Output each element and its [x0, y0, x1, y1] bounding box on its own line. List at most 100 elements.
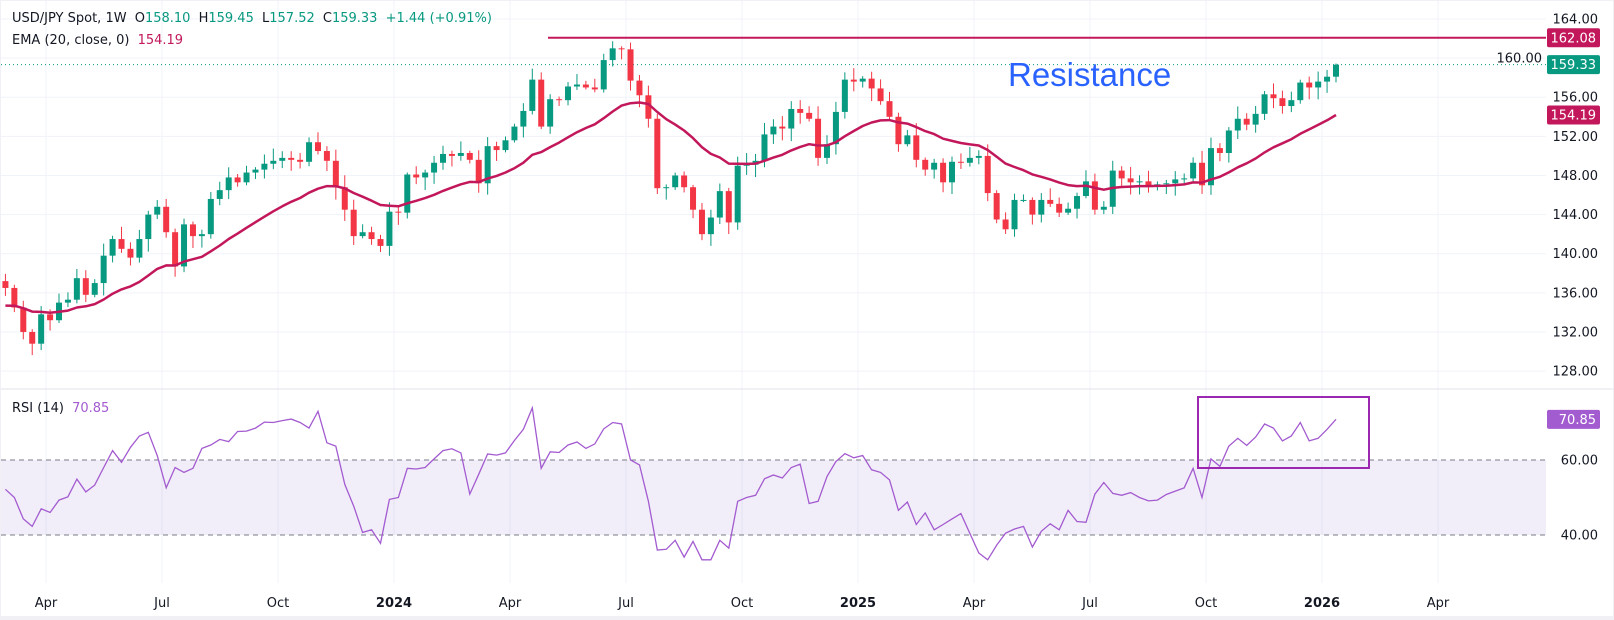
- time-tick-label: Oct: [1195, 596, 1217, 611]
- candle-down: [314, 142, 321, 152]
- candle-down: [913, 135, 920, 160]
- candle-up: [404, 174, 411, 213]
- candle-up: [440, 153, 446, 163]
- candle-up: [707, 217, 714, 235]
- candle-up: [306, 142, 313, 162]
- candle-down: [448, 153, 455, 156]
- low-label: L: [262, 11, 270, 26]
- candle-down: [288, 157, 295, 160]
- candle-down: [1216, 148, 1223, 153]
- candle-up: [279, 157, 286, 161]
- candle-down: [698, 209, 705, 235]
- candle-down: [11, 287, 18, 308]
- candle-down: [797, 108, 804, 113]
- time-tick-label: 2026: [1304, 596, 1340, 611]
- price-tick-label: 148.00: [1553, 169, 1599, 184]
- candle-down: [1127, 178, 1134, 183]
- candle-down: [82, 278, 89, 295]
- candle-up: [743, 164, 750, 166]
- candle-down: [395, 211, 402, 213]
- candle-down: [323, 151, 330, 161]
- candle-down: [886, 101, 893, 117]
- candle-up: [225, 177, 232, 191]
- candle-down: [172, 232, 179, 267]
- candle-up: [1225, 130, 1232, 153]
- candle-up: [761, 134, 768, 161]
- candle-up: [1181, 178, 1188, 180]
- candle-up: [1038, 199, 1045, 215]
- last-price-label: 159.33: [1551, 58, 1597, 73]
- candle-down: [377, 239, 384, 246]
- candle-down: [993, 193, 1000, 220]
- candle-down: [1145, 181, 1152, 187]
- candle-up: [949, 161, 956, 183]
- candle-down: [1243, 118, 1250, 125]
- candle-down: [1306, 82, 1313, 88]
- candle-down: [163, 206, 170, 233]
- candle-up: [832, 111, 839, 145]
- time-tick-label: 2025: [840, 596, 876, 611]
- candle-down: [627, 49, 634, 81]
- candle-down: [189, 224, 196, 237]
- candle-up: [73, 278, 80, 300]
- candle-up: [386, 211, 393, 246]
- candle-up: [91, 283, 98, 295]
- rsi-legend[interactable]: RSI (14) 70.85: [12, 401, 113, 416]
- candle-up: [198, 234, 205, 237]
- candle-down: [868, 78, 875, 89]
- candle-up: [64, 299, 71, 303]
- candle-up: [1297, 82, 1304, 101]
- candle-up: [422, 172, 429, 178]
- candle-up: [1074, 196, 1081, 209]
- candle-up: [207, 198, 214, 235]
- candle-down: [1199, 162, 1206, 186]
- candle-down: [582, 84, 589, 88]
- candle-up: [261, 163, 268, 170]
- candle-up: [931, 162, 938, 170]
- candle-down: [413, 174, 420, 178]
- candle-down: [1002, 219, 1009, 230]
- candle-up: [600, 60, 607, 90]
- time-tick-label: Jul: [153, 596, 170, 611]
- candle-down: [47, 314, 54, 321]
- ema-legend[interactable]: EMA (20, close, 0) 154.19: [12, 33, 187, 48]
- candle-up: [1333, 64, 1339, 77]
- candle-up: [1261, 94, 1268, 114]
- candle-up: [431, 162, 438, 173]
- candle-up: [154, 206, 161, 215]
- candle-up: [502, 140, 509, 151]
- candle-down: [1029, 199, 1036, 215]
- candle-up: [1065, 208, 1072, 213]
- candle-up: [1315, 81, 1322, 88]
- candle-down: [618, 48, 625, 50]
- candle-up: [1163, 183, 1170, 185]
- candle-down: [815, 118, 822, 158]
- open-label: O: [134, 11, 145, 26]
- price-tick-label: 164.00: [1553, 13, 1599, 28]
- candle-down: [538, 79, 545, 127]
- time-tick-label: Jul: [1081, 596, 1098, 611]
- candle-up: [565, 86, 572, 101]
- candle-up: [547, 99, 554, 127]
- rsi-tick-label: 40.00: [1561, 529, 1598, 544]
- candle-up: [100, 255, 107, 284]
- candle-down: [332, 160, 339, 188]
- close-value: 159.33: [331, 11, 378, 26]
- price-tick-label: 156.00: [1553, 91, 1599, 106]
- candle-down: [591, 87, 598, 90]
- symbol-legend: USD/JPY Spot, 1W O158.10 H159.45 L157.52…: [12, 11, 496, 26]
- candle-down: [1118, 170, 1125, 179]
- candle-up: [270, 160, 277, 164]
- candle-up: [359, 232, 366, 237]
- candle-up: [823, 144, 830, 158]
- candle-down: [806, 112, 813, 119]
- candle-up: [457, 152, 464, 156]
- candle-up: [484, 146, 491, 184]
- time-tick-label: Oct: [267, 596, 289, 611]
- price-tick-label: 136.00: [1553, 286, 1599, 301]
- ema-label: EMA (20, close, 0): [12, 33, 130, 48]
- high-value: 159.45: [208, 11, 254, 26]
- candle-down: [350, 209, 357, 237]
- candle-down: [556, 99, 563, 101]
